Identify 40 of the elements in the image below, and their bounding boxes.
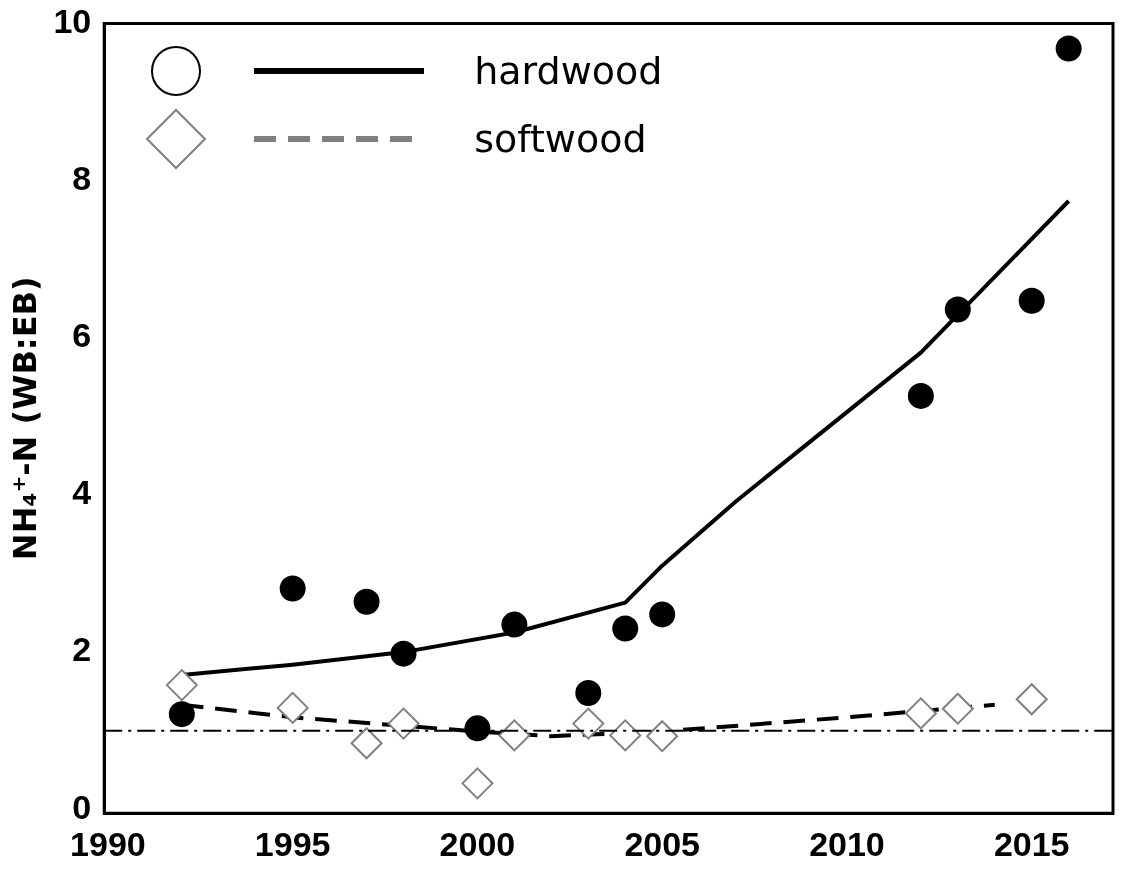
- point: [1015, 683, 1048, 716]
- point: [279, 575, 306, 602]
- point: [276, 691, 309, 724]
- point: [350, 727, 383, 760]
- y-axis-title: NH₄⁺-N (WB:EB): [5, 276, 44, 561]
- point: [501, 611, 528, 638]
- x-tick-label: 1995: [254, 824, 331, 863]
- point: [575, 679, 602, 706]
- point: [572, 707, 605, 740]
- legend-label: softwood: [474, 117, 647, 162]
- point: [165, 669, 198, 702]
- point: [904, 697, 937, 730]
- point: [387, 707, 420, 740]
- point: [168, 701, 195, 728]
- point: [907, 382, 934, 409]
- point: [353, 588, 380, 615]
- x-tick-label: 2015: [993, 824, 1070, 863]
- point: [646, 720, 679, 753]
- x-tick-label: 2010: [809, 824, 885, 863]
- point: [941, 692, 974, 725]
- point: [1018, 287, 1045, 314]
- point: [390, 640, 417, 667]
- y-tick-label: 4: [72, 473, 92, 512]
- point: [498, 719, 531, 752]
- x-tick-label: 2005: [624, 824, 701, 863]
- y-tick-label: 8: [72, 158, 92, 197]
- point: [612, 615, 639, 642]
- y-tick-label: 2: [72, 630, 92, 669]
- y-tick-label: 0: [72, 787, 92, 826]
- x-tick-label: 1990: [70, 824, 146, 863]
- point: [1055, 35, 1082, 62]
- point: [609, 719, 642, 752]
- point: [461, 767, 494, 800]
- point: [649, 601, 676, 628]
- point: [464, 715, 491, 742]
- legend-label: hardwood: [474, 49, 663, 94]
- point: [944, 296, 971, 323]
- y-tick-label: 6: [72, 316, 92, 355]
- y-tick-label: 10: [53, 1, 92, 40]
- x-tick-label: 2000: [439, 824, 516, 863]
